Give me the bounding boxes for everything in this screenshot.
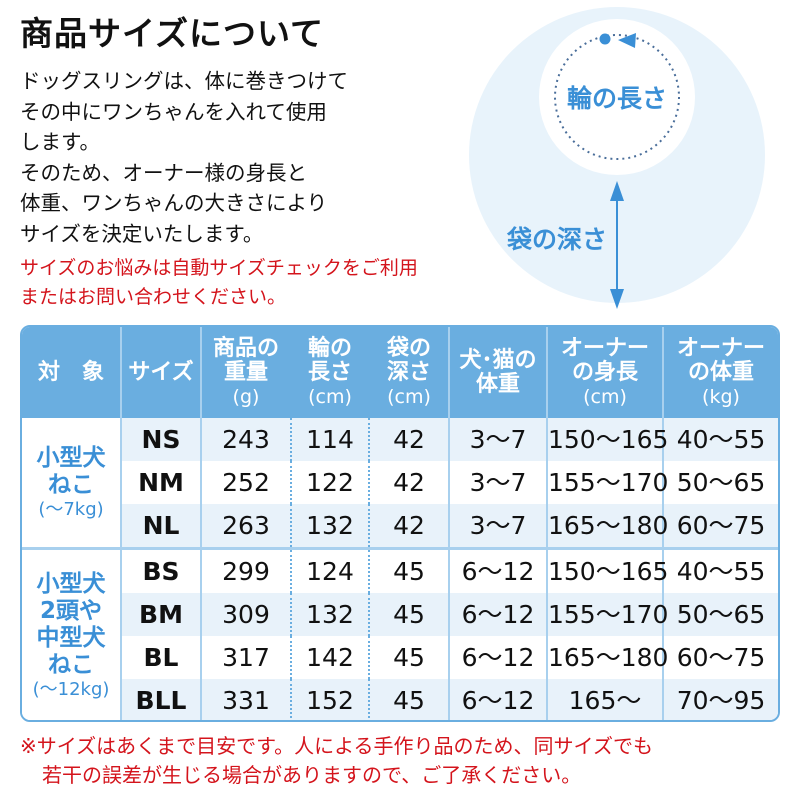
- cell-bag-depth: 45: [369, 679, 450, 720]
- header-pet-weight: 犬･猫の 体重: [449, 327, 548, 418]
- target-line: 小型犬: [36, 444, 106, 471]
- cell-owner-height: 155〜170: [547, 461, 668, 504]
- size-check-notice: サイズのお悩みは自動サイズチェックをご利用 またはお問い合わせください。: [20, 254, 490, 312]
- cell-product-weight: 309: [201, 593, 292, 636]
- page-title: 商品サイズについて: [20, 14, 325, 53]
- target-weight-limit: (〜7kg): [38, 498, 104, 520]
- cell-product-weight: 243: [201, 418, 292, 461]
- cell-bag-depth: 45: [369, 636, 450, 679]
- cell-owner-height: 150〜165: [547, 547, 668, 593]
- cell-bag-depth: 45: [369, 547, 450, 593]
- cell-owner-height: 150〜165: [547, 418, 668, 461]
- notice-line: サイズのお悩みは自動サイズチェックをご利用: [20, 257, 418, 279]
- table-row: BM 309 132 45 6〜12 155〜170 50〜65: [22, 593, 778, 636]
- cell-size: BM: [121, 593, 202, 636]
- depth-label: 袋の深さ: [506, 225, 607, 254]
- size-table: 対 象 サイズ 商品の 重量 (g) 輪の 長さ (cm) 袋の 深さ (cm) 犬･猫の体…: [20, 325, 780, 722]
- header-owner-weight: オーナー の体重 (kg): [663, 327, 778, 418]
- description-line: サイズを決定いたします。: [20, 221, 264, 246]
- cell-owner-weight: 50〜65: [676, 467, 766, 497]
- header-weight: 商品の 重量 (g): [201, 327, 292, 418]
- table-row: 小型犬 ねこ (〜7kg) NS 243 114 42 3〜7 150〜165 40〜55: [22, 418, 778, 549]
- cell-pet-weight: 6〜12: [449, 679, 548, 720]
- cell-product-weight: 299: [201, 547, 292, 593]
- cell-product-weight: 263: [201, 504, 292, 549]
- ring-arrow-icon: [618, 33, 636, 48]
- footnote-line: ※サイズはあくまで目安です。人による手作り品のため、同サイズでも: [20, 734, 653, 758]
- cell-product-weight: 331: [201, 679, 292, 720]
- description: ドッグスリングは、体に巻きつけて その中にワンちゃんを入れて使用 します。 その…: [20, 66, 460, 249]
- sling-diagram: 輪の長さ 袋の深さ: [469, 7, 765, 309]
- cell-size: NL: [121, 504, 202, 549]
- cell-bag-depth: 45: [369, 593, 450, 636]
- cell-size: NS: [121, 418, 202, 461]
- cell-owner-weight: 40〜55: [663, 547, 778, 593]
- footnote: ※サイズはあくまで目安です。人による手作り品のため、同サイズでも 若干の誤差が生…: [20, 732, 653, 790]
- target-cell: 小型犬 ねこ (〜7kg): [22, 418, 122, 549]
- cell-bag-depth: 42: [369, 504, 450, 549]
- cell-ring-length: 114: [291, 418, 370, 461]
- table-row: NM 252 122 42 3〜7 155〜170 50〜65: [22, 461, 778, 504]
- cell-ring-length: 124: [291, 547, 370, 593]
- depth-arrow-down-icon: [610, 289, 624, 309]
- cell-owner-weight: 70〜95: [663, 679, 778, 720]
- ring-start-dot: [599, 33, 611, 45]
- table-row: BLL 331 152 45 6〜12 165〜 70〜95: [22, 679, 778, 720]
- header-size: サイズ: [121, 327, 202, 418]
- cell-owner-weight: 50〜65: [663, 593, 778, 636]
- ring-dotted-path: [554, 34, 680, 160]
- cell-owner-weight: 60〜75: [676, 642, 766, 672]
- cell-ring-length: 152: [291, 679, 370, 720]
- description-line: 体重、ワンちゃんの大きさにより: [20, 191, 328, 215]
- target-line: ねこ: [48, 652, 94, 678]
- cell-pet-weight: 6〜12: [449, 593, 548, 636]
- cell-size: BL: [121, 636, 202, 679]
- cell-pet-weight: 6〜12: [449, 636, 548, 679]
- header-owner-height: オーナー の身長 (cm): [547, 327, 664, 418]
- table-header-row: 対 象 サイズ 商品の 重量 (g) 輪の 長さ (cm) 袋の 深さ (cm) 犬･猫の体…: [22, 327, 778, 418]
- cell-owner-weight: 40〜55: [663, 418, 778, 461]
- sling-ring-circle: [539, 19, 695, 175]
- cell-size: BLL: [121, 679, 202, 720]
- table-row: 小型犬 2頭や 中型犬 ねこ (〜12kg) BS 299 124 45 6〜12 150〜165 4…: [22, 547, 778, 720]
- cell-owner-height: 165〜: [547, 679, 664, 720]
- header-ring-length: 輪の 長さ (cm): [291, 327, 370, 418]
- description-line: します。: [20, 130, 100, 154]
- cell-pet-weight: 3〜7: [449, 504, 548, 549]
- description-line: そのため、オーナー様の身長と: [20, 160, 307, 185]
- cell-pet-weight: 3〜7: [449, 418, 548, 461]
- cell-pet-weight: 3〜7: [449, 461, 548, 504]
- table-row: BL 317 142 45 6〜12 165〜180 60〜75: [22, 636, 778, 679]
- cell-owner-height: 165〜180: [547, 504, 668, 549]
- cell-owner-height: 155〜170: [547, 593, 668, 636]
- cell-pet-weight: 6〜12: [449, 547, 548, 593]
- cell-owner-height: 165〜180: [547, 636, 668, 679]
- ring-length-label: 輪の長さ: [567, 84, 667, 113]
- depth-arrow-up-icon: [610, 181, 624, 201]
- cell-bag-depth: 42: [369, 418, 450, 461]
- target-cell: 小型犬 2頭や 中型犬 ねこ (〜12kg): [22, 547, 122, 720]
- header-target: 対 象: [22, 327, 122, 418]
- table-row: NL 263 132 42 3〜7 165〜180 60〜75: [22, 504, 778, 549]
- target-line: 中型犬: [36, 625, 106, 651]
- cell-size: BS: [121, 547, 202, 593]
- target-weight-limit: (〜12kg): [32, 679, 110, 700]
- cell-ring-length: 132: [291, 593, 370, 636]
- notice-line: またはお問い合わせください。: [20, 286, 287, 308]
- header-bag-depth: 袋の 深さ (cm): [369, 327, 450, 418]
- target-line: 小型犬: [36, 571, 106, 597]
- cell-ring-length: 142: [291, 636, 370, 679]
- footnote-line: 若干の誤差が生じる場合がありますので、ご了承ください。: [42, 763, 582, 787]
- cell-size: NM: [121, 461, 202, 504]
- description-line: ドッグスリングは、体に巻きつけて: [20, 69, 348, 93]
- cell-product-weight: 252: [201, 461, 292, 504]
- cell-ring-length: 122: [291, 461, 370, 504]
- description-line: その中にワンちゃんを入れて使用: [20, 99, 327, 124]
- target-line: ねこ: [48, 471, 94, 498]
- cell-ring-length: 132: [291, 504, 370, 549]
- cell-owner-weight: 60〜75: [663, 504, 778, 549]
- cell-product-weight: 317: [201, 636, 292, 679]
- target-line: 2頭や: [39, 598, 102, 624]
- cell-bag-depth: 42: [369, 461, 450, 504]
